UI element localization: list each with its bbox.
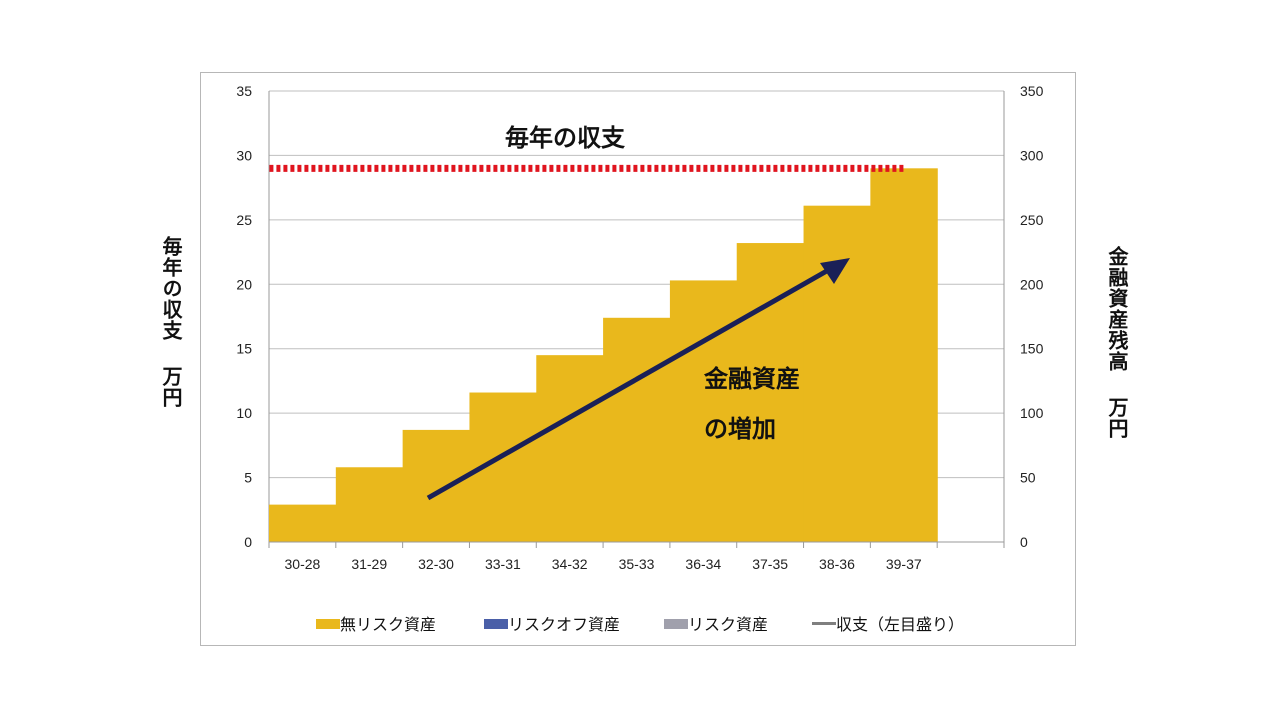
legend-swatch [664, 619, 688, 629]
x-tick-label: 33-31 [485, 556, 521, 572]
x-tick-label: 36-34 [685, 556, 721, 572]
y-left-tick-label: 5 [244, 470, 252, 486]
y-right-tick-label: 350 [1020, 83, 1044, 99]
legend-label: 無リスク資産 [340, 615, 436, 634]
y-left-tick-label: 25 [236, 212, 252, 228]
x-tick-label: 31-29 [351, 556, 387, 572]
bar [669, 280, 738, 542]
legend-label: リスクオフ資産 [508, 615, 620, 634]
legend-swatch [812, 622, 836, 625]
bar [603, 317, 671, 542]
line-annotation: 毎年の収支 [505, 124, 626, 152]
y-right-tick-label: 150 [1020, 341, 1044, 357]
x-tick-label: 32-30 [418, 556, 454, 572]
trend-arrow-shaft [426, 265, 834, 501]
x-tick-label: 35-33 [619, 556, 655, 572]
chart-frame [200, 72, 1076, 646]
legend-swatch [484, 619, 508, 629]
bar [269, 504, 337, 542]
y-left-tick-label: 10 [236, 405, 252, 421]
y-right-tick-label: 0 [1020, 534, 1028, 550]
y-axis-left-label: 毎年の収支 万円 [159, 236, 183, 408]
y-left-tick-label: 35 [236, 83, 252, 99]
x-tick-label: 30-28 [285, 556, 321, 572]
y-left-tick-label: 30 [236, 147, 252, 163]
trend-arrow-head [820, 258, 850, 284]
y-axis-right-label: 金融資産残高 万円 [1105, 246, 1129, 439]
y-left-tick-label: 15 [236, 341, 252, 357]
x-tick-label: 34-32 [552, 556, 588, 572]
legend-label: 収支（左目盛り） [836, 615, 964, 634]
y-right-tick-label: 100 [1020, 405, 1044, 421]
legend-swatch [316, 619, 340, 629]
y-right-tick-label: 250 [1020, 212, 1044, 228]
bar [335, 467, 404, 542]
y-right-tick-label: 300 [1020, 147, 1044, 163]
x-tick-label: 38-36 [819, 556, 855, 572]
arrow-annotation-line1: 金融資産 [703, 365, 800, 393]
y-left-tick-label: 0 [244, 534, 252, 550]
y-right-tick-label: 50 [1020, 470, 1036, 486]
bar [870, 168, 938, 543]
x-tick-label: 37-35 [752, 556, 788, 572]
bar [803, 205, 871, 542]
legend-label: リスク資産 [688, 615, 768, 634]
arrow-annotation-line2: の増加 [704, 415, 776, 443]
bar [402, 429, 471, 542]
y-left-tick-label: 20 [236, 276, 252, 292]
y-right-tick-label: 200 [1020, 276, 1044, 292]
bar [536, 355, 604, 542]
x-tick-label: 39-37 [886, 556, 922, 572]
